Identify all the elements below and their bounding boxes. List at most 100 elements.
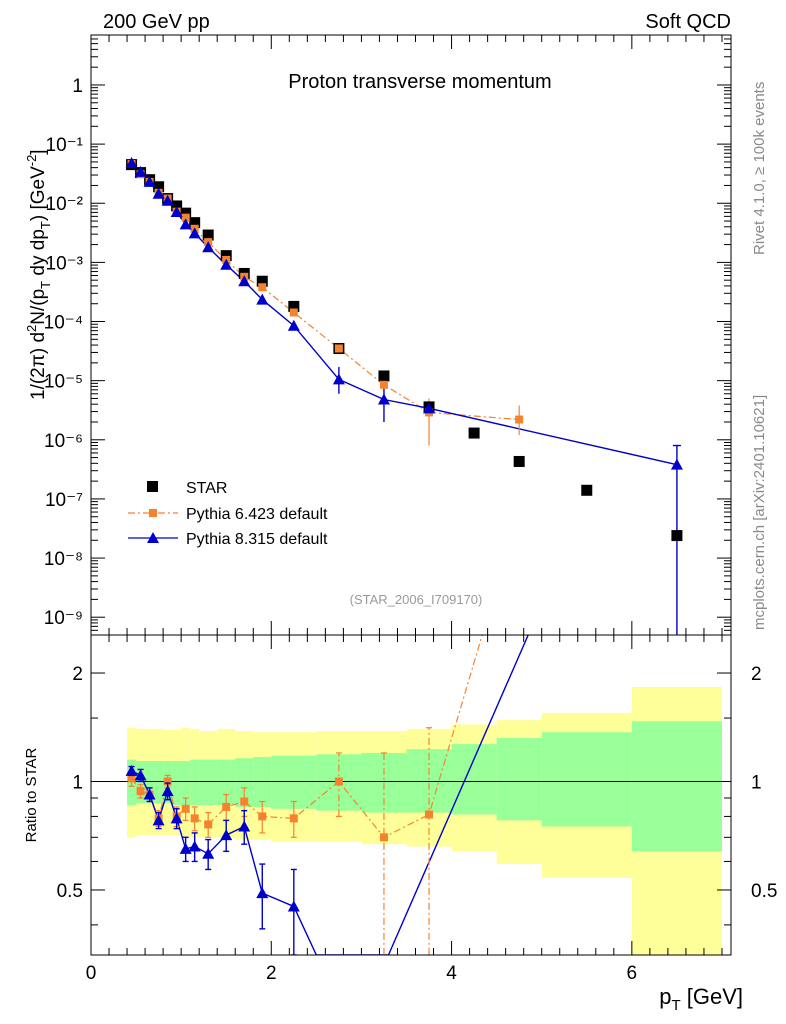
pythia6-data-point	[379, 380, 388, 389]
category-label: Soft QCD	[645, 11, 731, 33]
y-tick-label: 10⁻⁹	[44, 608, 83, 629]
plot-title: Proton transverse momentum	[288, 71, 551, 93]
ratio-pythia6-point	[425, 810, 434, 819]
ratio-pythia6-point	[379, 833, 388, 842]
ratio-pythia8-line	[131, 635, 529, 955]
pythia8-data-point	[238, 275, 251, 287]
ratio-pythia6-point	[127, 774, 136, 783]
x-tick-label: 4	[446, 963, 457, 984]
ratio-y-tick-label: 1	[72, 772, 83, 793]
pythia8-data-point	[202, 241, 215, 253]
ratio-pythia8-point	[256, 887, 269, 899]
ratio-pythia6-point	[163, 777, 172, 786]
x-tick-label: 6	[627, 963, 638, 984]
pythia8-data-point	[256, 293, 269, 305]
ratio-pythia6-point	[136, 787, 145, 796]
star-data-point	[288, 300, 300, 312]
pythia8-data-point	[332, 373, 345, 385]
ratio-y-tick-label: 0.5	[57, 881, 83, 902]
stat-band-green	[631, 721, 722, 852]
pythia8-data-point	[134, 165, 147, 177]
ratio-pythia8-point	[238, 820, 251, 832]
star-data-point	[513, 455, 525, 467]
stat-band-green	[145, 760, 155, 804]
pythia8-data-point	[161, 194, 174, 206]
y-tick-label: 10⁻⁴	[44, 313, 83, 334]
y-tick-label: 10⁻³	[46, 253, 84, 274]
ratio-pythia6-line	[131, 635, 483, 839]
star-data-point	[171, 200, 183, 212]
stat-band-green	[181, 760, 191, 806]
x-axis-title: pT [GeV]	[659, 984, 743, 1014]
y-tick-label: 10⁻⁶	[44, 431, 83, 452]
ratio-pythia8-point	[161, 785, 174, 797]
stat-band-green	[172, 760, 182, 806]
pythia6-line	[131, 163, 520, 421]
y-tick-label: 10⁻⁵	[44, 372, 83, 393]
ratio-pythia8-point	[188, 840, 201, 852]
pythia8-data-point	[220, 258, 233, 270]
y-tick-label: 10⁻¹	[46, 135, 84, 156]
stat-band-green	[217, 759, 236, 806]
ratio-y-tick-label-right: 1	[751, 772, 762, 793]
legend-marker-pythia6	[149, 509, 157, 517]
legend-label-pythia6: Pythia 6.423 default	[186, 506, 328, 523]
stat-band-green	[541, 732, 632, 827]
ratio-pythia6-point	[190, 814, 199, 823]
star-data-point	[189, 217, 201, 229]
x-tick-label: 2	[266, 963, 277, 984]
ratio-pythia8-point	[134, 769, 147, 781]
star-data-point	[468, 427, 480, 439]
analysis-watermark: (STAR_2006_I709170)	[350, 592, 483, 607]
ratio-series-group	[125, 635, 529, 955]
pythia8-line	[131, 162, 678, 466]
ratio-pythia8-point	[287, 900, 300, 912]
ratio-pythia8-point	[152, 814, 165, 826]
pythia8-data-point	[423, 402, 436, 414]
ratio-pythia8-point	[125, 764, 138, 776]
pythia8-data-point	[170, 206, 183, 218]
data-series	[125, 156, 683, 955]
pythia8-data-point	[287, 319, 300, 331]
ratio-pythia8-point	[179, 842, 192, 854]
stat-band-green	[271, 755, 317, 809]
main-y-axis-title: 1/(2π) d2N/(pT dy dpT) [GeV-2]	[24, 149, 53, 400]
pythia8-data-point	[188, 227, 201, 239]
ratio-pythia8-point	[220, 829, 233, 841]
star-data-point	[581, 484, 593, 496]
ratio-pythia6-point	[204, 820, 213, 829]
pythia8-data-point	[152, 187, 165, 199]
ratio-y-axis-title: Ratio to STAR	[23, 747, 40, 842]
ratio-pythia8-point	[143, 788, 156, 800]
legend-label-pythia8: Pythia 8.315 default	[186, 531, 328, 548]
pythia6-data-point	[515, 415, 524, 424]
star-data-point	[202, 229, 214, 241]
rivet-version-label: Rivet 4.1.0, ≥ 100k events	[751, 82, 768, 255]
pythia8-data-point	[377, 393, 390, 405]
pythia8-data-point	[125, 156, 138, 168]
y-tick-label: 10⁻⁸	[44, 549, 83, 570]
star-data-point	[220, 250, 232, 262]
legend-label-star: STAR	[186, 480, 227, 497]
pythia6-data-point	[181, 213, 190, 222]
stat-band-green	[190, 759, 200, 806]
ratio-y-tick-label: 2	[72, 664, 83, 685]
ratio-pythia6-point	[289, 814, 298, 823]
stat-band-green	[496, 738, 542, 821]
svg-text:1/(2π) d2N/(pT dy dpT) [GeV-2: 1/(2π) d2N/(pT dy dpT) [GeV-2]	[24, 149, 53, 400]
y-tick-label: 1	[72, 76, 83, 97]
stat-band-green	[451, 744, 497, 815]
x-tick-label: 0	[86, 963, 97, 984]
ratio-y-tick-label-right: 0.5	[751, 881, 777, 902]
ratio-pythia8-point	[170, 812, 183, 824]
y-tick-label: 10⁻²	[46, 194, 84, 215]
star-data-point	[378, 370, 390, 382]
ratio-y-tick-label-right: 2	[751, 664, 762, 685]
pythia8-data-point	[143, 175, 156, 187]
stat-band-green	[154, 760, 164, 804]
ratio-pythia8-point	[202, 847, 215, 859]
pythia6-data-point	[258, 283, 267, 292]
stat-band-green	[199, 759, 218, 806]
pythia8-data-point	[670, 458, 683, 470]
